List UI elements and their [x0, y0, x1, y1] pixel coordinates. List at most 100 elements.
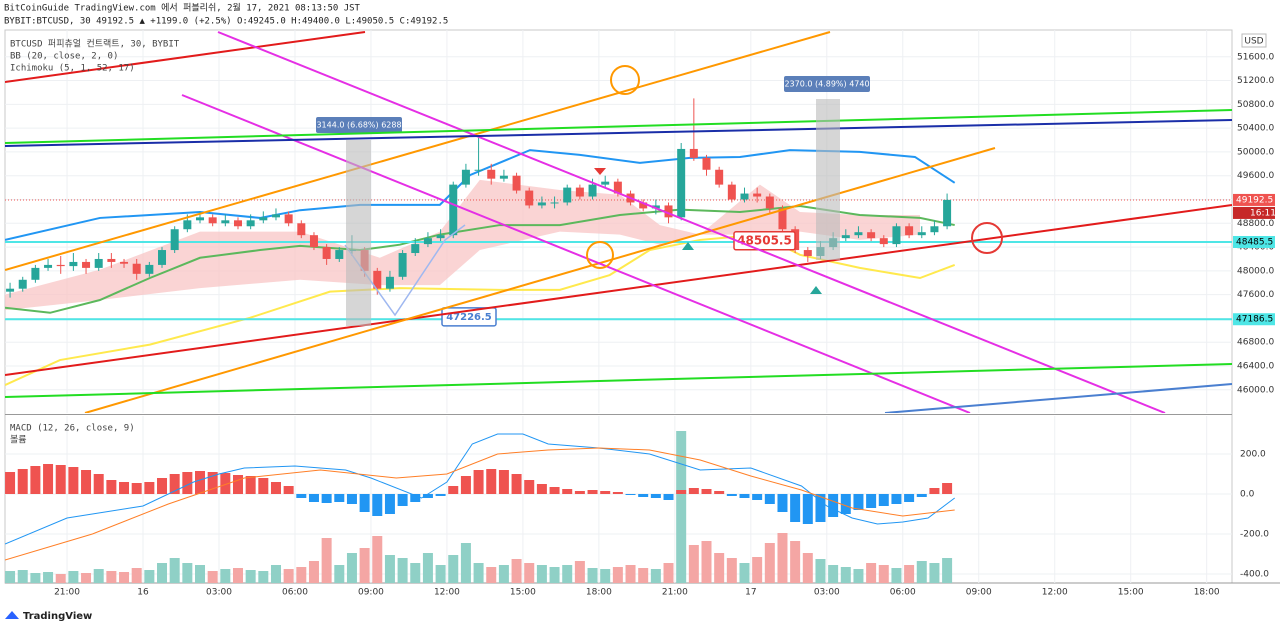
- histogram-bar: [612, 492, 623, 494]
- x-tick-label: 16: [137, 588, 149, 598]
- macd-line: [5, 433, 955, 545]
- volume-bar: [321, 538, 332, 583]
- volume-bar: [638, 568, 649, 583]
- volume-bar: [410, 563, 421, 583]
- volume-bar: [524, 563, 535, 583]
- histogram-bar: [663, 494, 674, 500]
- callout-label: 48505.5: [737, 233, 792, 247]
- candle-body: [322, 247, 331, 259]
- x-tick-label: 21:00: [662, 588, 688, 598]
- volume-bar: [308, 561, 319, 583]
- candle-body: [107, 258, 116, 262]
- indicator-line: [5, 205, 955, 314]
- candle-body: [233, 220, 242, 227]
- histogram-bar: [119, 482, 130, 494]
- candle-body: [474, 169, 483, 171]
- footer-logo: TradingView: [5, 611, 92, 622]
- y-tick-label: 47600.0: [1237, 290, 1274, 300]
- candle-body: [309, 235, 318, 248]
- volume-bar: [144, 570, 155, 583]
- x-tick-label: 15:00: [1118, 588, 1144, 598]
- histogram-bar: [384, 494, 395, 514]
- volume-bar: [5, 571, 16, 583]
- candle-body: [82, 261, 91, 268]
- histogram-bar: [587, 490, 598, 494]
- histogram-bar: [815, 494, 826, 522]
- x-tick-label: 15:00: [510, 588, 536, 598]
- histogram-bar: [207, 472, 218, 494]
- x-tick-label: 09:00: [358, 588, 384, 598]
- histogram-bar: [296, 494, 307, 498]
- histogram-bar: [195, 471, 206, 494]
- legend-volume: 볼륨: [10, 435, 27, 446]
- histogram-bar: [131, 483, 142, 494]
- histogram-bar: [169, 474, 180, 494]
- candle-body: [170, 229, 179, 251]
- histogram-bar: [853, 494, 864, 510]
- volume-bar: [891, 568, 902, 583]
- histogram-bar: [435, 494, 446, 496]
- volume-bar: [612, 567, 623, 583]
- histogram-bar: [904, 494, 915, 502]
- candle-body: [930, 226, 939, 233]
- histogram-bar: [308, 494, 319, 502]
- histogram-bar: [764, 494, 775, 504]
- volume-bar: [460, 543, 471, 583]
- histogram-bar: [17, 469, 28, 494]
- histogram-bar: [106, 480, 117, 494]
- volume-bar: [790, 541, 801, 583]
- histogram-bar: [802, 494, 813, 524]
- candle-body: [715, 169, 724, 185]
- legend-bb: BB (20, close, 2, 0): [10, 52, 118, 62]
- volume-bar: [68, 571, 79, 583]
- candle-body: [69, 261, 78, 267]
- histogram-bar: [650, 494, 661, 498]
- volume-bar: [536, 565, 547, 583]
- volume-bar: [587, 568, 598, 583]
- candle-body: [196, 217, 205, 221]
- brand: TradingView: [23, 611, 92, 622]
- volume-bar: [106, 571, 117, 583]
- measure-label: 3144.0 (6.68%) 6288: [316, 121, 401, 130]
- candle-body: [639, 202, 648, 209]
- candle-body: [56, 264, 65, 267]
- histogram-bar: [55, 465, 66, 494]
- volume-bar: [663, 563, 674, 583]
- candle-body: [537, 202, 546, 206]
- volume-bar: [942, 558, 953, 583]
- y-tick-label: 50400.0: [1237, 124, 1274, 134]
- candle-body: [335, 250, 344, 259]
- histogram-bar: [536, 484, 547, 494]
- candle-body: [689, 148, 698, 158]
- candle-body: [183, 220, 192, 230]
- volume-bar: [169, 558, 180, 583]
- histogram-bar: [676, 490, 687, 494]
- y-tick-label: 50800.0: [1237, 100, 1274, 110]
- candle-body: [905, 226, 914, 236]
- measure-label: 2370.0 (4.89%) 4740: [784, 80, 869, 89]
- x-tick-label: 03:00: [814, 588, 840, 598]
- candle-body: [423, 238, 432, 245]
- volume-bar: [93, 569, 104, 583]
- volume-bar: [17, 570, 28, 583]
- histogram-bar: [878, 494, 889, 506]
- price-label-box: [1233, 235, 1275, 248]
- candle-body: [740, 193, 749, 200]
- histogram-bar: [638, 494, 649, 497]
- countdown: 16:11: [1250, 208, 1276, 218]
- volume-bar: [752, 557, 763, 583]
- candle-body: [575, 187, 584, 197]
- volume-bar: [245, 570, 256, 583]
- candle-body: [246, 220, 255, 227]
- histogram-bar: [891, 494, 902, 504]
- histogram-bar: [498, 470, 509, 494]
- volume-bar: [866, 563, 877, 583]
- volume-bar: [486, 567, 497, 583]
- volume-bar: [220, 569, 231, 583]
- histogram-bar: [600, 491, 611, 494]
- volume-bar: [334, 565, 345, 583]
- publish-line: BitCoinGuide TradingView.com 에서 퍼블리쉬, 2월…: [4, 2, 361, 14]
- histogram-bar: [777, 494, 788, 512]
- histogram-bar: [410, 494, 421, 502]
- histogram-bar: [334, 494, 345, 502]
